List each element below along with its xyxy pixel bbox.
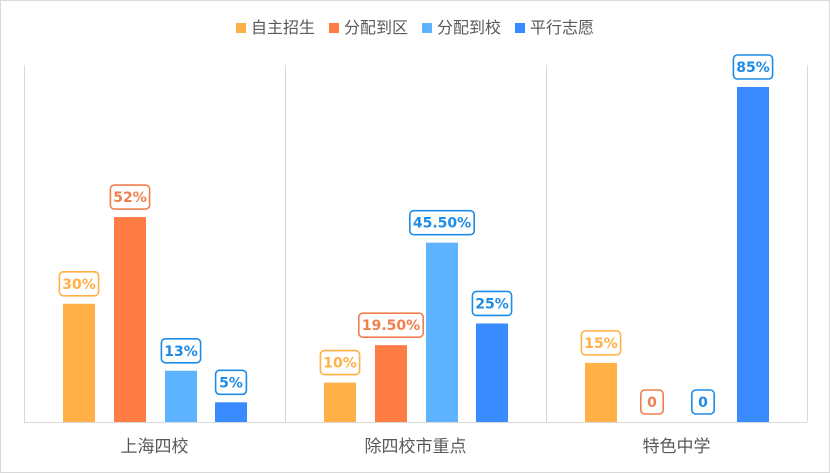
legend-item[interactable]: 平行志愿 xyxy=(515,18,594,38)
legend-label: 平行志愿 xyxy=(530,18,595,37)
data-label: 15% xyxy=(584,336,618,352)
legend-item[interactable]: 分配到区 xyxy=(328,18,408,38)
data-label-box xyxy=(58,270,100,297)
bar xyxy=(375,345,407,422)
bar xyxy=(476,323,508,422)
legend: 自主招生 分配到区 分配到校 平行志愿 xyxy=(1,18,829,38)
data-label-box xyxy=(109,184,151,210)
bar xyxy=(114,217,146,422)
data-label: 0 xyxy=(647,395,657,411)
data-label-box xyxy=(408,209,475,236)
legend-label: 自主招生 xyxy=(250,18,315,37)
data-label: 52% xyxy=(113,190,147,206)
legend-label: 分配到校 xyxy=(437,18,502,37)
data-label-box xyxy=(214,369,248,396)
bar xyxy=(165,370,197,422)
bar xyxy=(324,382,356,422)
data-label: 5% xyxy=(219,375,243,391)
data-label-box xyxy=(639,389,664,415)
data-label: 19.50% xyxy=(362,318,420,334)
legend-swatch xyxy=(328,23,339,33)
legend-swatch xyxy=(515,23,526,33)
legend-item[interactable]: 分配到校 xyxy=(422,18,501,38)
data-label-box xyxy=(580,330,622,356)
legend-item[interactable]: 自主招生 xyxy=(235,18,315,38)
data-label: 25% xyxy=(475,296,509,312)
data-label: 45.50% xyxy=(413,216,471,232)
bar xyxy=(63,303,95,422)
legend-swatch xyxy=(422,23,432,33)
data-label: 13% xyxy=(164,344,198,360)
data-label-box xyxy=(471,290,513,317)
x-tick-label: 特色中学 xyxy=(643,437,711,457)
data-label: 0 xyxy=(698,395,708,411)
data-label: 85% xyxy=(736,60,770,76)
data-label: 10% xyxy=(323,356,357,372)
bar xyxy=(737,87,769,422)
bar xyxy=(585,362,617,422)
x-tick-label: 除四校市重点 xyxy=(365,437,467,457)
bar xyxy=(215,402,247,422)
x-tick-label: 上海四校 xyxy=(121,437,189,457)
data-label: 30% xyxy=(62,277,96,293)
legend-label: 分配到区 xyxy=(343,18,408,37)
legend-swatch xyxy=(235,23,246,33)
data-label-box xyxy=(319,349,361,376)
data-label-box xyxy=(732,54,774,80)
bar xyxy=(426,242,458,422)
data-label-box xyxy=(357,312,424,338)
data-label-box xyxy=(690,389,715,415)
data-label-box xyxy=(160,337,202,364)
